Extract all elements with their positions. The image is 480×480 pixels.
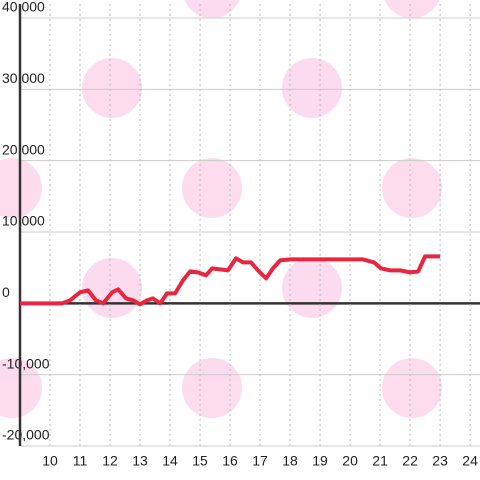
- y-tick-label: 10,000: [2, 213, 45, 229]
- x-tick-label: 17: [252, 453, 268, 469]
- y-tick-label: -10,000: [2, 355, 50, 371]
- y-tick-label: 20,000: [2, 141, 45, 157]
- x-tick-label: 19: [312, 453, 328, 469]
- watermark: [0, 0, 442, 418]
- x-tick-label: 24: [462, 453, 478, 469]
- x-tick-label: 14: [162, 453, 178, 469]
- x-tick-label: 20: [342, 453, 358, 469]
- data-line: [20, 254, 441, 307]
- y-tick-label: 30,000: [2, 70, 45, 86]
- x-tick-label: 12: [102, 453, 118, 469]
- x-tick-label: 23: [432, 453, 448, 469]
- x-tick-label: 11: [73, 453, 88, 469]
- x-tick-label: 21: [372, 453, 388, 469]
- x-tick-label: 15: [192, 453, 208, 469]
- x-tick-label: 10: [42, 453, 58, 469]
- x-tick-label: 16: [222, 453, 238, 469]
- x-tick-label: 13: [132, 453, 148, 469]
- y-tick-label: 0: [2, 284, 10, 300]
- x-tick-label: 22: [402, 453, 418, 469]
- x-tick-label: 18: [282, 453, 298, 469]
- y-tick-label: -20,000: [2, 427, 50, 443]
- y-tick-label: 40,000: [2, 0, 45, 15]
